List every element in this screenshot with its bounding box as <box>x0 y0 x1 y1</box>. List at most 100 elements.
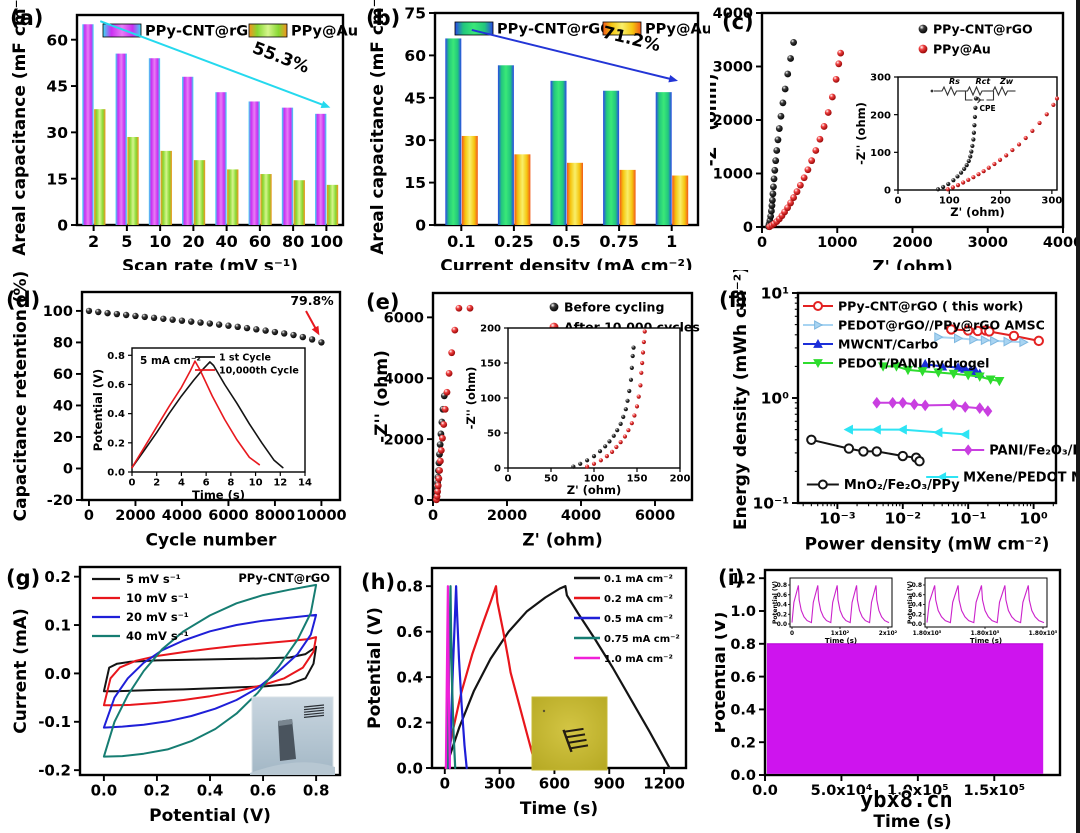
svg-text:10¹: 10¹ <box>761 285 789 303</box>
chart-current-density-bars: 0 15 30 45 60 75 Current density (mA cm⁻²) Area… <box>368 0 710 270</box>
gcd-curve-0 <box>444 585 671 770</box>
chart-scan-rate-bars: 0 15 30 45 60 Scan rate (mV s⁻¹) Areal capacit… <box>10 0 358 270</box>
svg-text:60: 60 <box>404 47 426 65</box>
svg-text:PPy-CNT@rGO ( this work): PPy-CNT@rGO ( this work) <box>838 299 1023 314</box>
svg-text:1200: 1200 <box>643 774 685 792</box>
svg-text:Potential (V): Potential (V) <box>715 612 730 734</box>
series-5: MXene/PEDOT MSC <box>843 424 1080 485</box>
axes: 0 100 200 300 0 100 200 300 Z' (ohm) -Z'' (ohm) <box>854 73 1062 219</box>
svg-text:MWCNT/Carbo: MWCNT/Carbo <box>838 337 939 352</box>
inset-cycles-1: 0.00.20.40.60.81.80x10⁵ 1.80x10⁵ 1.80x10⁵T… <box>907 577 1058 645</box>
svg-text:14: 14 <box>298 478 312 489</box>
svg-text:0.8: 0.8 <box>730 637 756 653</box>
chart-cycling-retention: 0 2000 4000 6000 8000 10000-20020406080100Cyc… <box>11 271 347 551</box>
svg-text:100: 100 <box>480 394 501 405</box>
chart-long-cycling: 0.0 5.0x10⁴ 1.0x10⁵ 1.5x10⁵ 0.0 0.2 0.4 0.6 0.8 1… <box>715 568 1062 832</box>
svg-text:79.8%: 79.8% <box>290 293 334 308</box>
svg-text:0.4: 0.4 <box>777 603 787 609</box>
panel-label-e: (e) <box>366 290 400 314</box>
data-points <box>585 329 647 469</box>
svg-text:600: 600 <box>539 774 570 792</box>
svg-text:-Z'' (ohm): -Z'' (ohm) <box>464 367 478 430</box>
svg-text:0.25: 0.25 <box>494 232 533 251</box>
svg-text:0.2: 0.2 <box>144 781 171 799</box>
svg-text:0.75 mA cm⁻²: 0.75 mA cm⁻² <box>604 634 680 645</box>
svg-text:4000: 4000 <box>1043 235 1080 251</box>
svg-text:0: 0 <box>790 631 794 637</box>
svg-text:0: 0 <box>415 217 426 235</box>
svg-text:2000: 2000 <box>487 508 527 524</box>
svg-text:0.8: 0.8 <box>777 583 787 589</box>
svg-text:100: 100 <box>870 148 891 159</box>
svg-text:100: 100 <box>43 304 73 320</box>
gcd-fill-region <box>766 643 1044 774</box>
svg-text:Z' (ohm): Z' (ohm) <box>567 483 621 497</box>
svg-text:Time (s): Time (s) <box>873 812 951 832</box>
panel-label-g: (g) <box>6 566 41 590</box>
svg-text:0.0: 0.0 <box>777 622 787 628</box>
watermark: ybx8.cn <box>860 788 953 813</box>
svg-text:0: 0 <box>505 474 512 485</box>
svg-text:200: 200 <box>480 324 501 335</box>
svg-text:PEDOT@rGO//PPy@rGO AMSC: PEDOT@rGO//PPy@rGO AMSC <box>838 318 1045 333</box>
svg-text:-0.2: -0.2 <box>38 762 71 780</box>
svg-text:0.0: 0.0 <box>396 759 423 777</box>
svg-text:0: 0 <box>414 493 424 509</box>
svg-text:0.6: 0.6 <box>396 623 423 641</box>
svg-text:MnO₂/Fe₂O₃/PPy: MnO₂/Fe₂O₃/PPy <box>844 478 960 493</box>
svg-text:Potential (V): Potential (V) <box>91 369 105 451</box>
svg-text:0.4: 0.4 <box>912 603 922 609</box>
panel-label-f: (f) <box>719 288 748 312</box>
legend: 0.1 mA cm⁻² 0.2 mA cm⁻² 0.5 mA cm⁻² 0.75 mA… <box>574 574 680 665</box>
equivalent-circuit: Rs Rct CPE Zw <box>930 77 1016 113</box>
svg-text:0: 0 <box>895 196 902 207</box>
inset-nyquist: 0 100 200 300 0 100 200 300 Z' (ohm) -Z'' (ohm) <box>854 73 1062 219</box>
svg-text:60: 60 <box>46 31 68 49</box>
svg-text:0: 0 <box>743 220 753 236</box>
inset-gcd: 0 2 4 6 8 10 12 14 0.0 0.2 0.4 0.6 0.8 Time (s) Potent… <box>91 347 312 502</box>
svg-text:10: 10 <box>149 232 171 251</box>
svg-text:20: 20 <box>53 430 73 446</box>
legend: PPy-CNT@rGO PPy@Au <box>918 22 1033 57</box>
svg-text:5 mV s⁻¹: 5 mV s⁻¹ <box>126 572 181 586</box>
svg-text:900: 900 <box>594 774 625 792</box>
svg-text:2: 2 <box>153 478 160 489</box>
svg-text:-0.1: -0.1 <box>38 713 71 731</box>
svg-text:Zw: Zw <box>999 77 1014 86</box>
chart-cv-curves: 0.0 0.2 0.4 0.6 0.8 -0.2 -0.1 0.0 0.1 0.2 Potentia… <box>11 565 342 826</box>
svg-text:1.5x10⁵: 1.5x10⁵ <box>963 783 1025 799</box>
series-6: MnO₂/Fe₂O₃/PPy <box>806 434 960 493</box>
svg-text:6000: 6000 <box>635 508 675 524</box>
svg-text:6000: 6000 <box>384 311 424 327</box>
svg-text:Areal capacitance (mF cm⁻²): Areal capacitance (mF cm⁻²) <box>368 0 388 255</box>
legend: PPy-CNT@rGO PPy@Au <box>102 24 358 40</box>
svg-text:10000: 10000 <box>296 508 346 524</box>
svg-text:200: 200 <box>990 196 1011 207</box>
svg-text:3000: 3000 <box>713 60 753 76</box>
svg-text:0: 0 <box>440 774 450 792</box>
svg-text:1: 1 <box>666 232 677 251</box>
svg-text:0.2: 0.2 <box>396 714 423 732</box>
axes: 0 2 4 6 8 10 12 14 0.0 0.2 0.4 0.6 0.8 Time (s) Potent… <box>91 347 312 502</box>
svg-text:1.2: 1.2 <box>730 571 756 587</box>
svg-text:0: 0 <box>757 235 767 251</box>
bars <box>82 24 339 226</box>
svg-text:0.4: 0.4 <box>396 668 423 686</box>
svg-text:45: 45 <box>46 78 68 96</box>
svg-text:5: 5 <box>121 232 132 251</box>
svg-text:4000: 4000 <box>561 508 601 524</box>
device-photo-inset <box>531 696 608 771</box>
series-4: PANI/Fe₂O₃/PANI <box>872 396 1080 458</box>
svg-text:0: 0 <box>494 464 501 475</box>
data-points <box>945 96 1060 192</box>
svg-text:PPy-CNT@rGO: PPy-CNT@rGO <box>497 22 613 38</box>
svg-text:Potential (V): Potential (V) <box>907 581 914 624</box>
svg-text:Cycle number: Cycle number <box>146 531 278 551</box>
svg-text:20 mV s⁻¹: 20 mV s⁻¹ <box>126 610 189 624</box>
svg-text:0.0: 0.0 <box>44 665 71 683</box>
svg-text:300: 300 <box>870 73 891 84</box>
svg-text:10: 10 <box>249 478 263 489</box>
axes: 0 300 600 900 1200 0.0 0.2 0.4 0.6 0.8 Time (s) Pot… <box>365 566 688 819</box>
